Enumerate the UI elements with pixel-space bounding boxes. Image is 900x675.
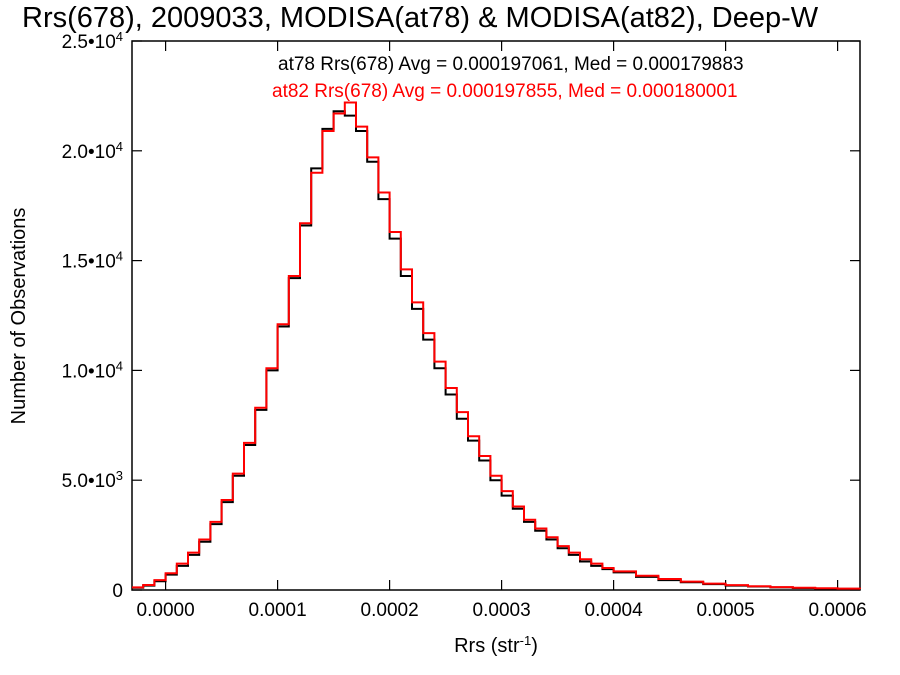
y-tick-label: 2.0•104 xyxy=(62,138,123,163)
plot-frame xyxy=(131,40,861,591)
series-lines xyxy=(132,101,861,590)
x-tick-label: 0.0004 xyxy=(585,600,644,621)
x-tick-label: 0.0003 xyxy=(473,600,531,621)
legend-entry-at78: at78 Rrs(678) Avg = 0.000197061, Med = 0… xyxy=(278,54,744,75)
y-tick-label: 1.5•104 xyxy=(62,248,123,273)
y-tick-label: 1.0•104 xyxy=(62,358,123,383)
y-tick-label: 0 xyxy=(112,581,123,602)
y-tick-label: 2.5•104 xyxy=(62,29,123,54)
x-tick-label: 0.0000 xyxy=(137,600,195,621)
x-tick-label: 0.0001 xyxy=(249,600,307,621)
x-tick-label: 0.0002 xyxy=(361,600,419,621)
y-tick-label: 5.0•103 xyxy=(62,468,123,493)
x-tick-label: 0.0005 xyxy=(697,600,755,621)
axis-ticks: 0.0000 0.0001 0.0002 0.0003 0.0004 0.0005 0.00… xyxy=(62,29,867,622)
legend-entry-at82: at82 Rrs(678) Avg = 0.000197855, Med = 0… xyxy=(272,81,738,102)
x-tick-label: 0.0006 xyxy=(809,600,867,621)
series-line-at78 xyxy=(132,110,861,590)
series-line-at82 xyxy=(132,101,861,590)
x-axis-label: Rrs (str-1) xyxy=(454,633,538,658)
chart-title: Rrs(678), 2009033, MODISA(at78) & MODISA… xyxy=(22,2,819,34)
y-axis-label: Number of Observations xyxy=(8,208,30,425)
